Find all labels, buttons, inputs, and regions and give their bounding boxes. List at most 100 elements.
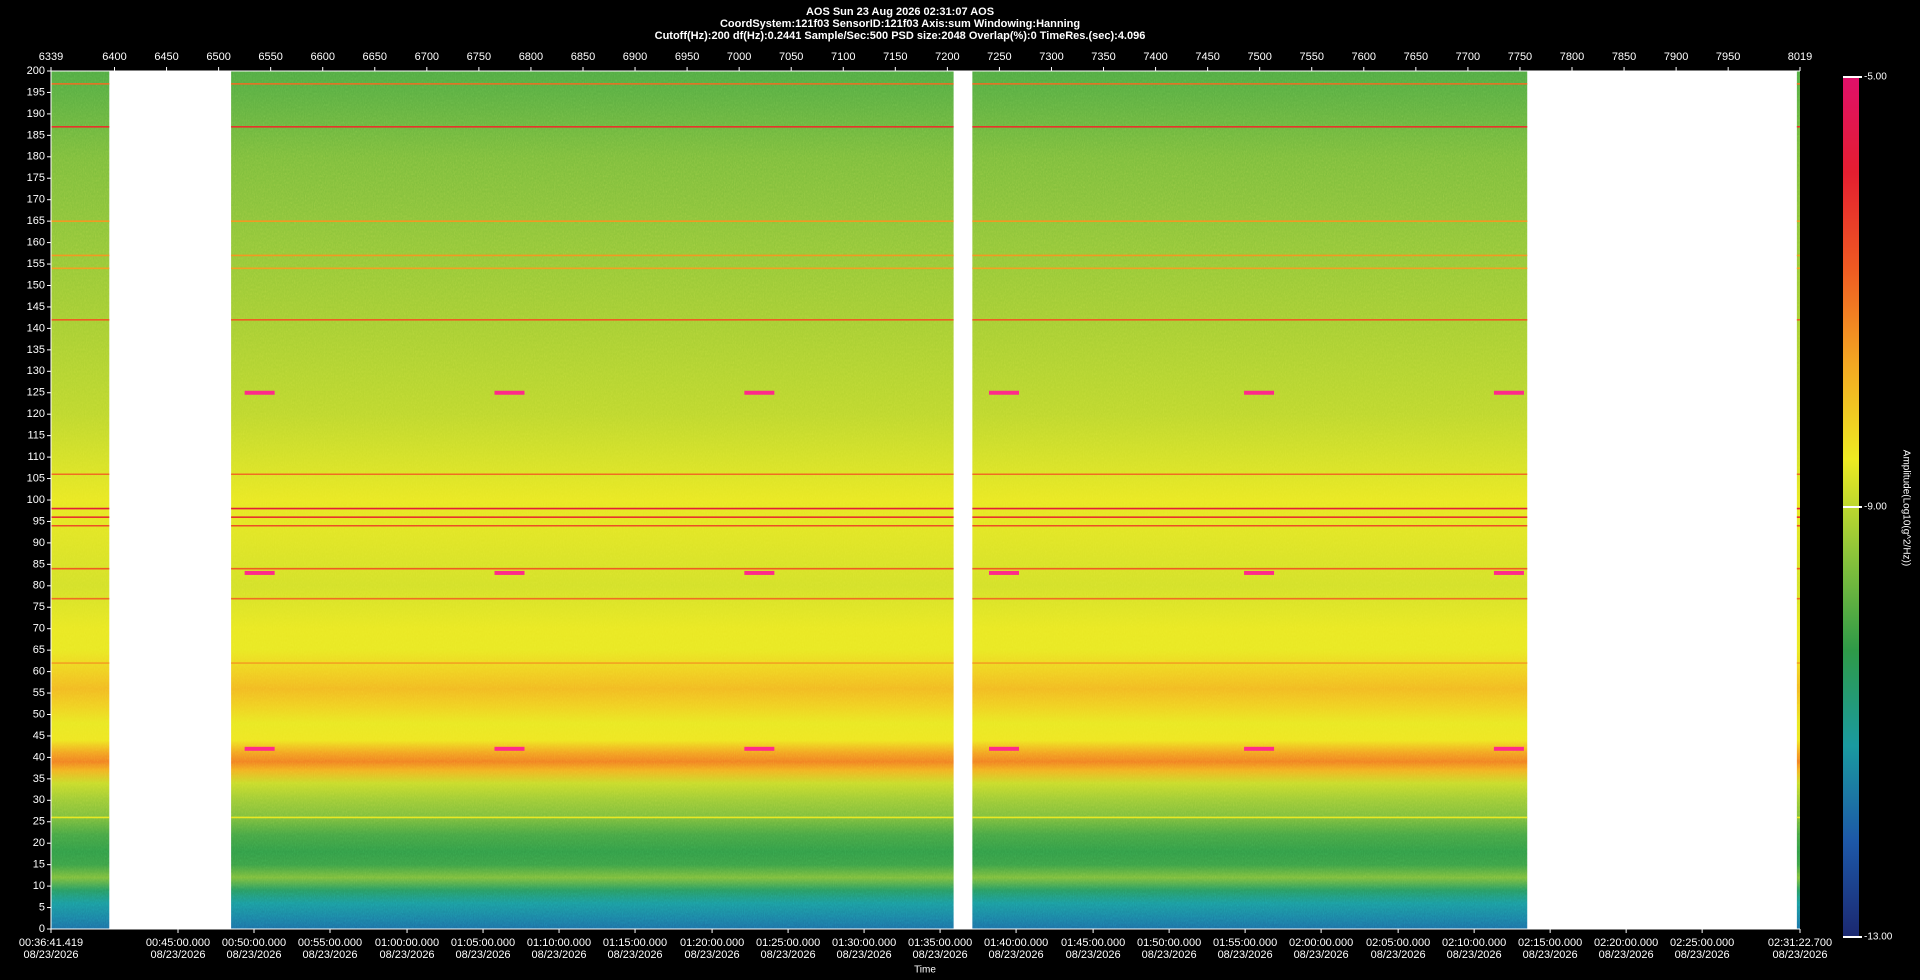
top-tick-label: 6450 [154,51,178,63]
event-marker [1244,390,1275,395]
event-marker [244,570,275,575]
y-tick-label: 140 [27,322,45,334]
y-tick-label: 50 [33,708,45,720]
y-tick-label: 35 [33,773,45,785]
event-marker [244,390,275,395]
event-marker [1493,746,1524,751]
time-tick-label: 00:55:00.000 [298,937,362,949]
time-tick-label: 02:10:00.000 [1442,937,1506,949]
y-tick-label: 150 [27,279,45,291]
event-marker [1493,390,1524,395]
y-tick-label: 125 [27,387,45,399]
time-tick-label: 02:25:00.000 [1670,937,1734,949]
time-tick-label: 01:20:00.000 [680,937,744,949]
colorbar-tick-label: -5.00 [1864,72,1887,83]
time-tick-label: 02:20:00.000 [1594,937,1658,949]
time-tick-label: 01:10:00.000 [527,937,591,949]
y-tick-label: 55 [33,687,45,699]
top-tick-label: 6600 [310,51,334,63]
time-tick-date: 08/23/2026 [302,949,357,961]
top-tick-label: 7950 [1716,51,1740,63]
colorbar-tick-label: -9.00 [1864,502,1887,513]
time-tick-date: 08/23/2026 [1294,949,1349,961]
y-tick-label: 155 [27,258,45,270]
time-tick-date: 08/23/2026 [1675,949,1730,961]
y-tick-label: 135 [27,344,45,356]
top-tick-label: 8019 [1788,51,1812,63]
time-tick-label: 02:15:00.000 [1518,937,1582,949]
y-tick-label: 100 [27,494,45,506]
y-tick-label: 30 [33,794,45,806]
top-tick-label: 7900 [1664,51,1688,63]
top-tick-label: 7250 [987,51,1011,63]
chart-subtitle: Cutoff(Hz):200 df(Hz):0.2441 Sample/Sec:… [655,30,1146,42]
y-tick-label: 20 [33,837,45,849]
time-tick-label: 01:05:00.000 [451,937,515,949]
event-marker [744,746,775,751]
x-axis-title: Time [914,965,936,976]
time-tick-date: 08/23/2026 [685,949,740,961]
spectrogram-texture [51,71,110,929]
time-tick-date: 08/23/2026 [1218,949,1273,961]
top-tick-label: 7500 [1247,51,1271,63]
y-tick-label: 25 [33,816,45,828]
event-marker [989,570,1020,575]
y-tick-label: 15 [33,859,45,871]
event-marker [1244,570,1275,575]
top-tick-label: 7650 [1404,51,1428,63]
chart-subtitle: CoordSystem:121f03 SensorID:121f03 Axis:… [720,18,1080,30]
y-tick-label: 105 [27,472,45,484]
y-tick-label: 180 [27,151,45,163]
y-tick-label: 120 [27,408,45,420]
event-marker [494,390,525,395]
event-marker [744,390,775,395]
event-marker [989,746,1020,751]
top-tick-label: 7000 [727,51,751,63]
y-tick-label: 85 [33,558,45,570]
time-tick-label: 00:50:00.000 [222,937,286,949]
y-tick-label: 160 [27,237,45,249]
top-tick-label: 7550 [1299,51,1323,63]
time-tick-date: 08/23/2026 [1772,949,1827,961]
top-tick-label: 6400 [102,51,126,63]
event-marker [1493,570,1524,575]
time-tick-date: 08/23/2026 [989,949,1044,961]
time-tick-date: 08/23/2026 [761,949,816,961]
y-tick-label: 65 [33,644,45,656]
y-tick-label: 75 [33,601,45,613]
time-tick-label: 01:15:00.000 [603,937,667,949]
colorbar-label: Amplitude(Log10(g^2/Hz)) [1900,450,1911,566]
time-tick-date: 08/23/2026 [1599,949,1654,961]
top-tick-label: 6550 [258,51,282,63]
time-tick-label: 01:45:00.000 [1061,937,1125,949]
event-marker [989,390,1020,395]
time-tick-label: 01:25:00.000 [756,937,820,949]
time-tick-label: 01:35:00.000 [908,937,972,949]
spectrogram-texture [972,71,1528,929]
spectrogram-texture [1796,71,1800,929]
top-tick-label: 6700 [415,51,439,63]
time-tick-date: 08/23/2026 [1066,949,1121,961]
y-tick-label: 60 [33,666,45,678]
y-tick-label: 10 [33,880,45,892]
top-tick-label: 7050 [779,51,803,63]
y-tick-label: 0 [39,923,45,935]
y-tick-label: 110 [27,451,45,463]
top-tick-label: 7100 [831,51,855,63]
chart-title: AOS Sun 23 Aug 2026 02:31:07 AOS [806,6,994,18]
top-tick-label: 7700 [1456,51,1480,63]
top-tick-label: 6750 [467,51,491,63]
y-tick-label: 70 [33,623,45,635]
top-tick-label: 7350 [1091,51,1115,63]
time-tick-label: 02:31:22.700 [1768,937,1832,949]
y-tick-label: 200 [27,65,45,77]
top-tick-label: 7150 [883,51,907,63]
time-tick-date: 08/23/2026 [1371,949,1426,961]
top-tick-label: 7850 [1612,51,1636,63]
time-tick-date: 08/23/2026 [226,949,281,961]
top-tick-label: 7800 [1560,51,1584,63]
y-tick-label: 90 [33,537,45,549]
time-tick-date: 08/23/2026 [608,949,663,961]
y-tick-label: 115 [27,430,45,442]
